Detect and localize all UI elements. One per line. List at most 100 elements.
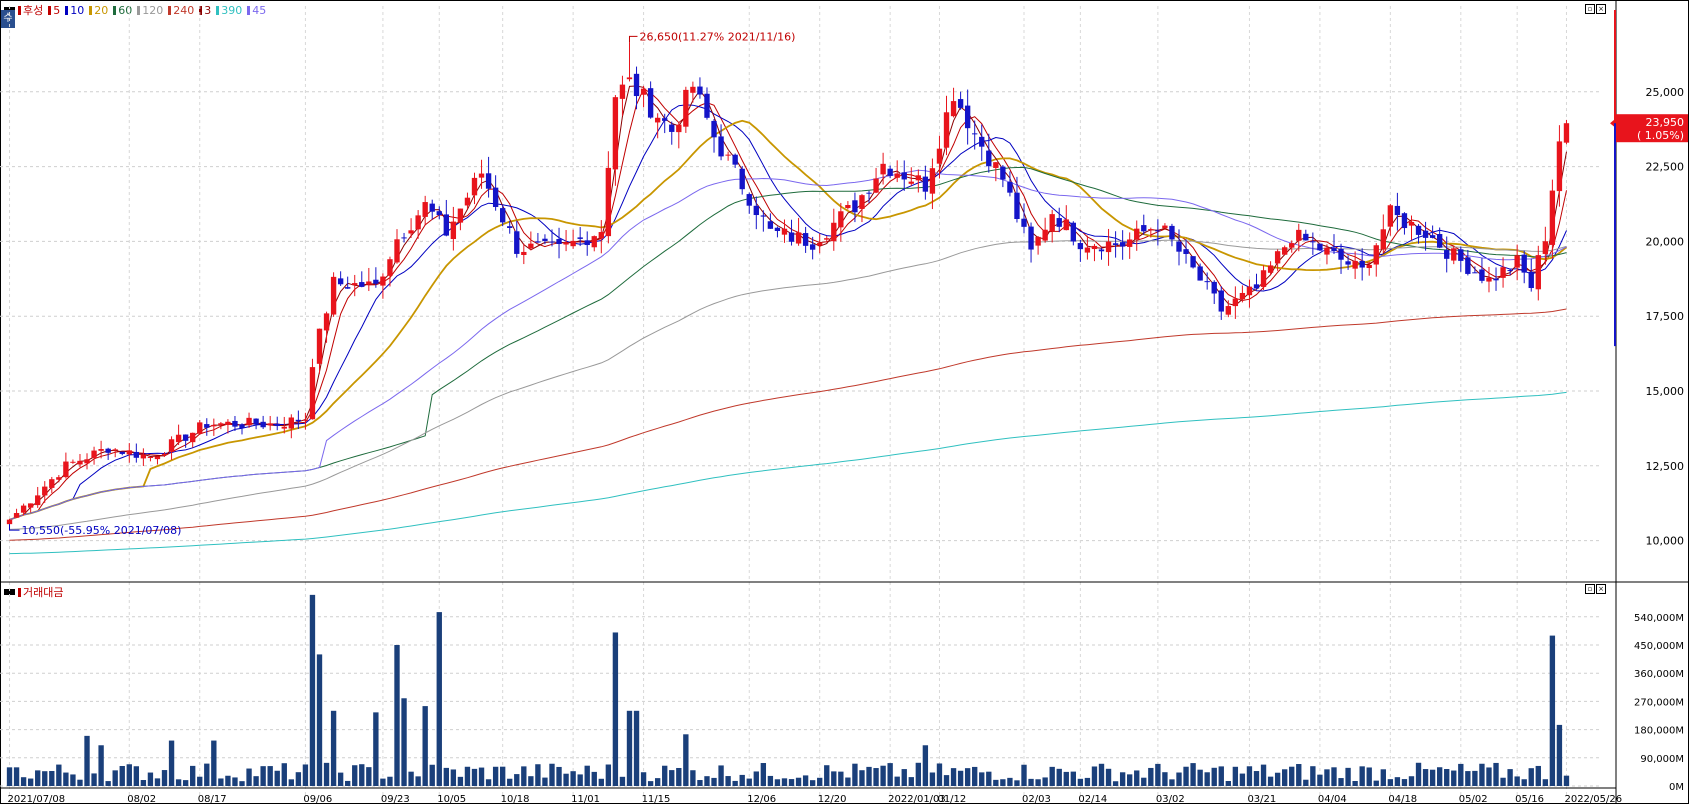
range-bar-down (1614, 123, 1616, 347)
candle-body (105, 448, 111, 453)
candle-body (1352, 260, 1358, 269)
legend-ma-20[interactable]: 20 (89, 4, 108, 17)
candle-body (1274, 251, 1281, 264)
candle-body (1472, 272, 1478, 274)
candle-body (6, 519, 13, 525)
candle-body (901, 172, 907, 180)
volume-bar (1345, 767, 1351, 786)
candle-body (1049, 214, 1055, 232)
candle-body (1296, 229, 1302, 241)
candle-body (140, 454, 147, 459)
legend-ma-60[interactable]: 60 (113, 4, 132, 17)
volume-bar (1472, 770, 1478, 786)
corner-tab[interactable]: 수 (1, 10, 15, 28)
volume-bar (795, 777, 802, 786)
legend-ma-3[interactable]: 3 (199, 4, 211, 17)
volume-bar (1422, 769, 1429, 786)
volume-bar (1028, 778, 1034, 786)
volume-bar (1359, 766, 1365, 786)
volume-bar (979, 772, 985, 786)
legend-ma-240[interactable]: 240 (168, 4, 194, 17)
candle-body (894, 173, 900, 178)
restore-icon[interactable]: ▫ (1585, 4, 1595, 14)
candle-body (1063, 219, 1069, 231)
volume-bar (232, 777, 238, 786)
candle-body (492, 187, 499, 208)
legend-ma-120[interactable]: 120 (137, 4, 163, 17)
legend-ma-5[interactable]: 5 (48, 4, 60, 17)
candle-body (1528, 271, 1534, 289)
volume-bar (1021, 764, 1027, 786)
volume-bar (464, 766, 471, 786)
candle-body (1098, 249, 1105, 252)
volume-bar (450, 769, 457, 786)
candle-body (408, 230, 414, 234)
low-marker (9, 524, 20, 531)
volume-bar (556, 766, 562, 786)
volume-bar (859, 770, 865, 786)
date-tick-label: 2021/07/08 (8, 794, 66, 804)
volume-bar (345, 780, 351, 786)
volume-bar (1239, 773, 1246, 786)
volume-bar (873, 768, 879, 786)
volume-bar (1380, 769, 1386, 786)
candle-body (1310, 241, 1316, 243)
volume-restore-icon[interactable]: ▫ (1585, 584, 1595, 594)
candle-body (1366, 264, 1372, 269)
date-tick-label: 08/17 (198, 794, 227, 804)
candle-body (1176, 241, 1182, 252)
candle-body (1415, 225, 1422, 235)
candle-body (873, 178, 879, 193)
candle-body (1021, 218, 1027, 227)
volume-bar (1465, 771, 1471, 786)
candle-body (1422, 230, 1429, 238)
price-tick-label: 10,000 (1646, 535, 1685, 548)
volume-bar (704, 776, 710, 786)
volume-bar (190, 765, 196, 786)
candle-body (993, 162, 999, 168)
date-tick-label: 09/06 (303, 794, 332, 804)
candle-body (1556, 141, 1563, 192)
volume-bar (1401, 779, 1408, 786)
volume-bar (1063, 771, 1069, 786)
volume-close-icon[interactable]: × (1596, 584, 1606, 594)
volume-bar (246, 768, 252, 786)
ma-line-390 (9, 391, 1567, 555)
candle-body (725, 154, 731, 156)
candle-body (330, 276, 337, 315)
candle-body (1155, 230, 1161, 232)
candle-body (443, 214, 449, 236)
volume-bar (1310, 766, 1316, 786)
volume-panel-menu-icon[interactable] (4, 589, 15, 595)
legend-ma-45[interactable]: 45 (247, 4, 266, 17)
candle-body (1317, 243, 1323, 251)
price-tick-label: 12,500 (1646, 460, 1685, 473)
volume-bar (1274, 772, 1281, 786)
date-tick-label: 02/03 (1022, 794, 1051, 804)
volume-bar (1549, 635, 1556, 786)
volume-bar (514, 774, 520, 786)
volume-bar (683, 734, 689, 786)
candle-body (1183, 249, 1189, 255)
volume-bar (1091, 766, 1098, 786)
candle-body (1486, 277, 1492, 282)
volume-bar (845, 777, 851, 786)
candle-body (168, 439, 175, 452)
legend-ma-10[interactable]: 10 (65, 4, 84, 17)
legend-ma-390[interactable]: 390 (216, 4, 242, 17)
volume-bar (1458, 763, 1464, 786)
volume-bar (1331, 767, 1337, 786)
volume-legend-label: 거래대금 (23, 586, 64, 599)
candle-body (802, 233, 809, 246)
volume-bar (154, 778, 161, 786)
volume-bar (725, 776, 731, 786)
candle-body (1190, 256, 1196, 268)
candle-body (591, 236, 597, 248)
volume-bar (1514, 776, 1520, 786)
close-icon[interactable]: × (1596, 4, 1606, 14)
volume-bar (499, 766, 506, 786)
candle-body (880, 163, 886, 175)
candle-body (1246, 286, 1253, 296)
candle-body (246, 417, 252, 426)
candle-body (1521, 254, 1527, 273)
